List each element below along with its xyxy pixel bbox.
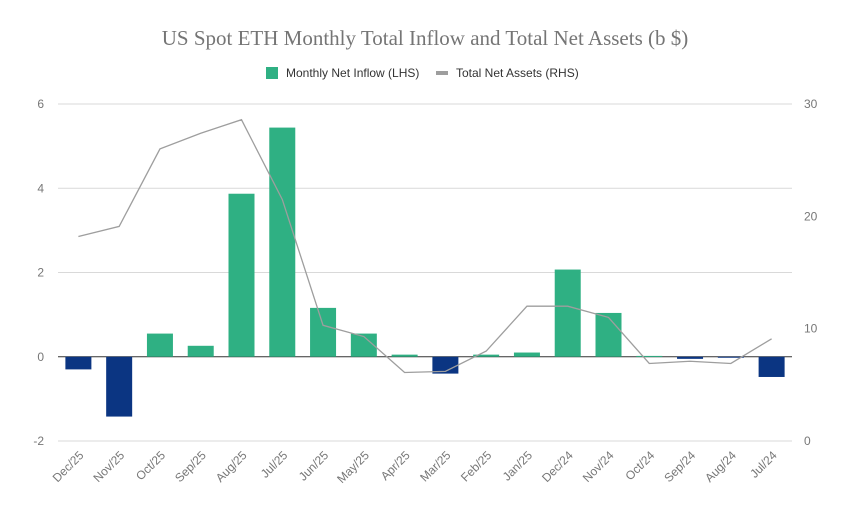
left-tick-label: -2 [33,434,44,448]
left-tick-label: 2 [37,266,44,280]
x-tick-label: Feb/25 [458,448,495,485]
legend-label-assets: Total Net Assets (RHS) [456,66,579,80]
bar [269,127,296,357]
x-tick-label: Oct/24 [622,448,657,483]
bar [228,193,255,357]
x-tick-label: May/25 [334,448,372,486]
series-line [78,118,772,374]
right-tick-label: 0 [804,434,811,448]
bar [758,356,785,377]
x-tick-label: Sep/25 [172,448,209,485]
bar [146,333,173,357]
bar [391,354,418,357]
x-tick-label: Jul/25 [258,448,291,481]
bar [677,356,704,359]
chart-title: US Spot ETH Monthly Total Inflow and Tot… [161,26,689,50]
bar [310,307,337,357]
right-tick-label: 10 [804,322,818,336]
x-tick-label: Oct/25 [133,448,168,483]
x-tick-label: Aug/24 [702,448,739,485]
bar [65,356,92,370]
left-tick-label: 4 [37,181,44,195]
bar [513,352,540,357]
x-tick-label: Jun/25 [296,448,332,484]
x-tick-label: Jan/25 [500,448,536,484]
bar [717,356,744,358]
legend-swatch-inflow [266,67,278,79]
left-tick-label: 6 [37,97,44,111]
x-tick-label: Dec/25 [50,448,87,485]
legend-swatch-assets [436,71,448,75]
x-tick-label: Jul/24 [747,448,780,481]
bar [187,345,214,357]
x-tick-label: Nov/25 [90,448,127,485]
x-tick-label: Aug/25 [213,448,250,485]
x-tick-label: Dec/24 [539,448,576,485]
bar [432,356,459,374]
bar [554,269,581,357]
x-tick-label: Sep/24 [661,448,698,485]
bar [595,312,622,357]
x-tick-label: Apr/25 [378,448,413,483]
bar [350,333,377,357]
bar [473,354,500,357]
x-tick-label: Nov/24 [580,448,617,485]
left-tick-label: 0 [37,350,44,364]
x-tick-label: Mar/25 [417,448,454,485]
bar [106,356,133,417]
right-tick-label: 30 [804,97,818,111]
bar [636,355,663,357]
legend-label-inflow: Monthly Net Inflow (LHS) [286,66,419,80]
right-tick-label: 20 [804,209,818,223]
